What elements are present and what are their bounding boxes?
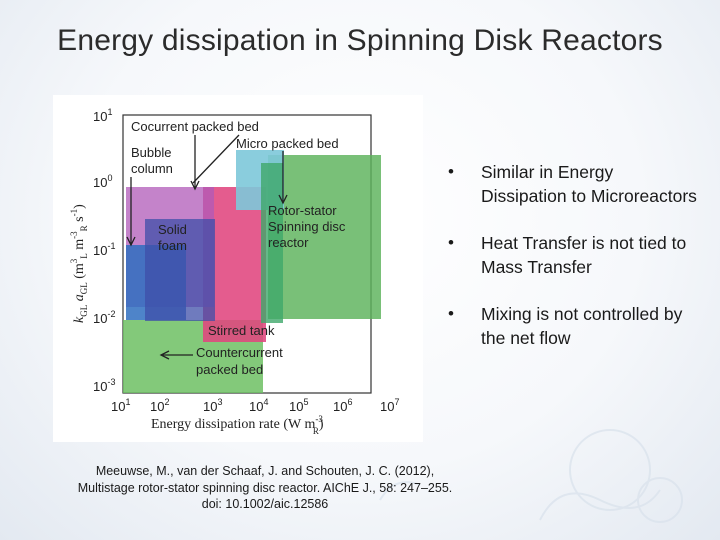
x-axis-title: Energy dissipation rate (W m-3 R)	[151, 414, 324, 436]
reactor-map-graphic: Cocurrent packed bed Micro packed bed Bu…	[69, 107, 399, 436]
annotation-arrows	[126, 134, 288, 360]
svg-text:10-1: 10-1	[93, 241, 115, 258]
bullet-item: • Mixing is not controlled by the net fl…	[440, 302, 700, 350]
label-solid: Solid	[158, 222, 187, 237]
label-cocurrent: Cocurrent packed bed	[131, 119, 259, 134]
svg-text:103: 103	[203, 397, 222, 414]
label-stirred: Stirred tank	[208, 323, 275, 338]
region-rotor-stator	[268, 155, 381, 319]
slide-title: Energy dissipation in Spinning Disk Reac…	[57, 24, 663, 57]
citation: Meeuwse, M., van der Schaaf, J. and Scho…	[45, 463, 485, 513]
bullet-text: Mixing is not controlled by the net flow	[481, 304, 683, 348]
label-bubble: Bubble	[131, 145, 171, 160]
svg-text:104: 104	[249, 397, 268, 414]
citation-line: doi: 10.1002/aic.12586	[201, 497, 329, 511]
label-reactor: reactor	[268, 235, 309, 250]
x-tick-labels: 101 102 103 104 105 106 107	[111, 397, 399, 414]
label-spinning: Spinning disc	[268, 219, 346, 234]
svg-text:10-3: 10-3	[93, 377, 115, 394]
svg-text:10-2: 10-2	[93, 309, 115, 326]
bullet-list: • Similar in Energy Dissipation to Micro…	[440, 160, 700, 373]
svg-text:102: 102	[150, 397, 169, 414]
reactor-comparison-figure: Cocurrent packed bed Micro packed bed Bu…	[53, 95, 423, 442]
label-countercurrent: Countercurrent	[196, 345, 283, 360]
label-rotor: Rotor-stator	[268, 203, 337, 218]
svg-text:101: 101	[111, 397, 130, 414]
label-foam: foam	[158, 238, 187, 253]
bullet-text: Heat Transfer is not tied to Mass Transf…	[481, 233, 687, 277]
y-tick-labels: 101 100 10-1 10-2 10-3	[93, 107, 115, 394]
svg-text:100: 100	[93, 173, 112, 190]
label-packed-bed: packed bed	[196, 362, 263, 377]
bullet-marker: •	[448, 162, 454, 181]
bullet-text: Similar in Energy Dissipation to Microre…	[481, 162, 697, 206]
region-solid-foam	[145, 219, 215, 321]
citation-line: Meeuwse, M., van der Schaaf, J. and Scho…	[95, 464, 435, 478]
svg-text:105: 105	[289, 397, 308, 414]
label-micro: Micro packed bed	[236, 136, 339, 151]
svg-text:106: 106	[333, 397, 352, 414]
bullet-marker: •	[448, 233, 454, 252]
y-axis-title: kGL aGL (m3L m-3R s-1)	[69, 204, 89, 323]
label-column: column	[131, 161, 173, 176]
bullet-item: • Heat Transfer is not tied to Mass Tran…	[440, 231, 700, 279]
svg-text:107: 107	[380, 397, 399, 414]
citation-line: Multistage rotor-stator spinning disc re…	[77, 480, 453, 495]
bullet-item: • Similar in Energy Dissipation to Micro…	[440, 160, 700, 208]
svg-text:101: 101	[93, 107, 112, 124]
region-overlap-green	[261, 163, 283, 323]
bullet-marker: •	[448, 304, 454, 323]
